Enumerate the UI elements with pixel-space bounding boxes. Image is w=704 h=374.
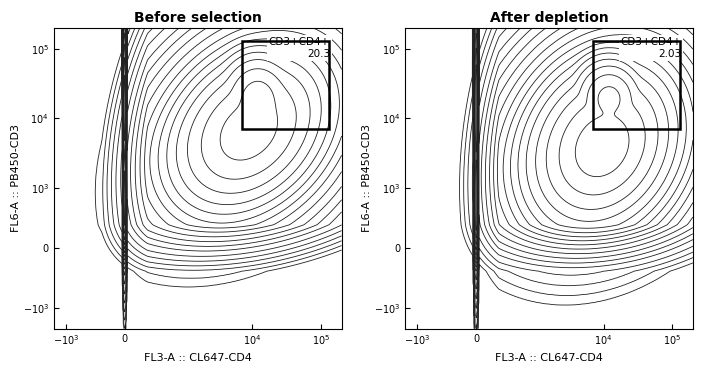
Text: CD3+CD4+
2.03: CD3+CD4+ 2.03 xyxy=(620,37,681,59)
X-axis label: FL3-A :: CL647-CD4: FL3-A :: CL647-CD4 xyxy=(144,353,251,363)
Bar xyxy=(593,41,680,129)
Text: CD3+CD4+
20.3: CD3+CD4+ 20.3 xyxy=(269,37,330,59)
Y-axis label: FL6-A :: PB450-CD3: FL6-A :: PB450-CD3 xyxy=(11,124,21,232)
Title: After depletion: After depletion xyxy=(489,11,608,25)
Bar xyxy=(241,41,329,129)
Y-axis label: FL6-A :: PB450-CD3: FL6-A :: PB450-CD3 xyxy=(363,124,372,232)
X-axis label: FL3-A :: CL647-CD4: FL3-A :: CL647-CD4 xyxy=(495,353,603,363)
Title: Before selection: Before selection xyxy=(134,11,262,25)
